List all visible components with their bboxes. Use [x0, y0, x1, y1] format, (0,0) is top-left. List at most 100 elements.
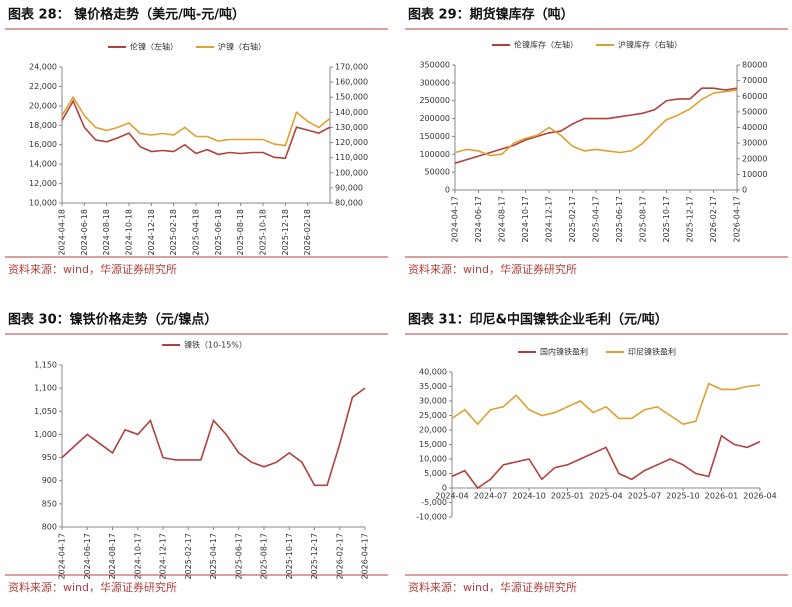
- y2-tick-label: 80,000: [335, 199, 363, 208]
- x-tick-label: 2026-01: [705, 492, 738, 501]
- y-tick-label: 250000: [419, 96, 450, 105]
- x-tick-label: 2024-04: [435, 492, 468, 501]
- y-tick-label: 900: [42, 476, 57, 485]
- y2-tick-label: 60000: [742, 92, 767, 101]
- x-tick-label: 2024-06-17: [83, 533, 92, 580]
- x-tick-label: 2025-06-17: [615, 196, 624, 243]
- y-tick-label: 200000: [419, 114, 450, 123]
- x-tick-label: 2024-08-18: [102, 209, 111, 256]
- x-tick-label: 2025-04-17: [592, 196, 601, 243]
- y-tick-label: 20,000: [419, 426, 447, 435]
- y2-tick-label: 30000: [742, 139, 767, 148]
- x-tick-label: 2025-06-17: [234, 533, 243, 580]
- y-tick-label: 5,000: [424, 469, 447, 478]
- y-tick-label: 50000: [425, 168, 450, 177]
- y-tick-label: 1,000: [34, 430, 57, 439]
- x-tick-label: 2026-02-17: [709, 196, 718, 243]
- x-tick-label: 2024-06-18: [80, 209, 89, 256]
- x-tick-label: 2025-08-18: [236, 209, 245, 256]
- y2-tick-label: 40000: [742, 123, 767, 132]
- y2-tick-label: 170,000: [335, 63, 368, 72]
- y-tick-label: -10,000: [416, 513, 447, 522]
- y2-tick-label: 70000: [742, 76, 767, 85]
- x-tick-label: 2026-04-17: [733, 196, 742, 243]
- y2-tick-label: 130,000: [335, 123, 368, 132]
- series-line: [451, 382, 761, 426]
- y-tick-label: 350000: [419, 61, 450, 70]
- y-tick-label: 300000: [419, 78, 450, 87]
- y-tick-label: 12,000: [29, 179, 57, 188]
- y2-tick-label: 140,000: [335, 108, 368, 117]
- x-tick-label: 2025-04-17: [209, 533, 218, 580]
- y2-tick-label: 100,000: [335, 168, 368, 177]
- x-tick-label: 2026-04-17: [361, 533, 370, 580]
- x-tick-label: 2024-12-17: [545, 196, 554, 243]
- x-tick-label: 2025-10: [666, 492, 699, 501]
- x-tick-label: 2024-04-17: [58, 533, 67, 580]
- x-tick-label: 2025-02-17: [568, 196, 577, 243]
- y2-tick-label: 150,000: [335, 93, 368, 102]
- source-note: 资料来源：wind，华源证券研究所: [8, 580, 177, 594]
- y-tick-label: 850: [42, 499, 57, 508]
- y-tick-label: 950: [42, 453, 57, 462]
- x-tick-label: 2025-12-18: [281, 209, 290, 256]
- x-tick-label: 2024-07: [474, 492, 507, 501]
- x-tick-label: 2024-06-17: [474, 196, 483, 243]
- y-tick-label: 30,000: [419, 397, 447, 406]
- y2-tick-label: 120,000: [335, 138, 368, 147]
- x-tick-label: 2025-10-18: [259, 209, 268, 256]
- x-tick-label: 2024-04-18: [58, 209, 67, 256]
- legend-label: 沪镍（右轴）: [218, 42, 266, 52]
- source-note: 资料来源：wind，华源证券研究所: [8, 262, 177, 276]
- y-tick-label: 16,000: [29, 140, 57, 149]
- y-tick-label: 10,000: [419, 455, 447, 464]
- x-tick-label: 2025-12-17: [686, 196, 695, 243]
- series-line: [61, 387, 366, 487]
- y-tick-label: 25,000: [419, 411, 447, 420]
- y-tick-label: 10,000: [29, 199, 57, 208]
- chart-title: 图表 29：期货镍库存（吨）: [408, 7, 574, 23]
- legend-label: 沪镍库存（右轴）: [618, 40, 682, 50]
- x-tick-label: 2025-10-17: [285, 533, 294, 580]
- source-note: 资料来源：wind，华源证券研究所: [408, 262, 577, 276]
- y-tick-label: 0: [445, 186, 450, 195]
- x-tick-label: 2025-12-17: [310, 533, 319, 580]
- series-line: [61, 95, 331, 147]
- y2-tick-label: 160,000: [335, 78, 368, 87]
- legend-label: 伦镍（左轴）: [130, 42, 178, 52]
- y-tick-label: 0: [442, 484, 447, 493]
- y-tick-label: 35,000: [419, 382, 447, 391]
- series-line: [454, 89, 738, 157]
- x-tick-label: 2024-08-17: [498, 196, 507, 243]
- x-tick-label: 2026-04: [743, 492, 776, 501]
- y-tick-label: 100000: [419, 150, 450, 159]
- chart-title: 图表 30：镍铁价格走势（元/镍点）: [8, 312, 217, 328]
- series-line: [454, 87, 738, 164]
- y2-tick-label: 110,000: [335, 153, 368, 162]
- y-tick-label: -5,000: [421, 498, 447, 507]
- series-line: [61, 99, 331, 160]
- x-tick-label: 2026-02-17: [335, 533, 344, 580]
- legend-label: 印尼镍铁盈利: [628, 347, 676, 357]
- y2-tick-label: 50000: [742, 107, 767, 116]
- y-tick-label: 1,150: [34, 361, 57, 370]
- x-tick-label: 2024-08-17: [108, 533, 117, 580]
- legend-label: 国内镍铁盈利: [540, 347, 588, 357]
- y-tick-label: 150000: [419, 132, 450, 141]
- x-tick-label: 2025-02-18: [169, 209, 178, 256]
- y-tick-label: 22,000: [29, 82, 57, 91]
- legend-label: 伦镍库存（左轴）: [514, 40, 578, 50]
- x-tick-label: 2025-01: [551, 492, 584, 501]
- x-tick-label: 2025-04: [589, 492, 622, 501]
- y-tick-label: 20,000: [29, 101, 57, 110]
- x-tick-label: 2024-10-17: [521, 196, 530, 243]
- legend-label: 镍铁（10-15%）: [184, 340, 247, 350]
- series-line: [451, 434, 761, 490]
- y2-tick-label: 80000: [742, 61, 767, 70]
- y-tick-label: 40,000: [419, 368, 447, 377]
- y-tick-label: 18,000: [29, 121, 57, 130]
- x-tick-label: 2024-04-17: [451, 196, 460, 243]
- x-tick-label: 2025-07: [628, 492, 661, 501]
- x-tick-label: 2025-08-17: [639, 196, 648, 243]
- y2-tick-label: 90,000: [335, 183, 363, 192]
